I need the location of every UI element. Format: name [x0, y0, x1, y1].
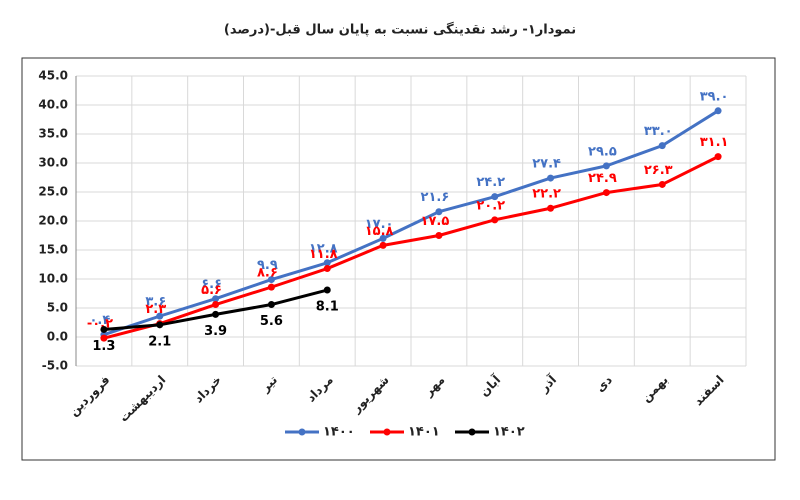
- point: [267, 283, 275, 291]
- data-label: ۳.۶: [145, 295, 166, 310]
- point: [658, 180, 666, 188]
- point: [212, 295, 220, 303]
- data-label: ۱۲.۸: [309, 241, 338, 256]
- legend-marker: [383, 428, 391, 436]
- y-tick-label: 15.0: [38, 243, 68, 257]
- data-label: ۱۱.۸: [309, 247, 338, 262]
- x-tick-label: دی: [593, 373, 615, 395]
- x-tick-label: مرداد: [304, 373, 336, 405]
- data-label: ۲۴.۹: [588, 171, 617, 186]
- point: [323, 286, 331, 294]
- y-tick-label: 10.0: [38, 272, 68, 286]
- point: [491, 193, 499, 201]
- point: [602, 189, 610, 197]
- legend-label: ۱۴۰۰: [323, 425, 355, 440]
- data-label: ۸.۶: [257, 266, 278, 281]
- data-label: ۳۳.۰: [644, 124, 673, 139]
- x-tick-label: بهمن: [639, 373, 671, 405]
- x-tick-label: مهر: [421, 373, 448, 400]
- data-label: ۹.۹: [257, 258, 278, 273]
- y-tick-label: -5.0: [42, 359, 68, 373]
- data-label: ۰.۴: [90, 313, 111, 328]
- y-tick-label: 0.0: [47, 330, 68, 344]
- data-label: ۱۷.۰: [365, 217, 394, 232]
- point: [491, 216, 499, 224]
- point: [267, 301, 275, 309]
- data-label: ۲.۳: [145, 302, 166, 317]
- point: [602, 162, 610, 170]
- y-tick-label: 35.0: [38, 127, 68, 141]
- x-tick-label: اردیبهشت: [116, 373, 168, 425]
- chart-title: نمودار۱- رشد نقدینگی نسبت به پایان سال ق…: [224, 22, 576, 38]
- legend-label: ۱۴۰۱: [408, 425, 440, 440]
- data-label: 2.1: [148, 334, 171, 349]
- point: [547, 174, 555, 182]
- x-tick-label: آذر: [536, 371, 560, 395]
- data-label: 5.6: [260, 314, 283, 329]
- data-label: 3.9: [204, 324, 227, 339]
- point: [323, 259, 331, 267]
- point: [100, 334, 108, 342]
- point: [100, 325, 108, 333]
- x-tick-label: خرداد: [191, 373, 224, 406]
- y-tick-label: 40.0: [38, 98, 68, 112]
- point: [547, 204, 555, 212]
- point: [156, 321, 164, 329]
- legend-label: ۱۴۰۲: [493, 425, 525, 440]
- point: [379, 234, 387, 242]
- data-label: ۲۱.۶: [421, 190, 450, 205]
- data-label: ۵.۶: [201, 283, 222, 298]
- point: [714, 107, 722, 115]
- point: [658, 142, 666, 150]
- point: [156, 312, 164, 320]
- data-label: ۲۶.۳: [644, 163, 673, 178]
- x-tick-label: آبان: [476, 371, 504, 399]
- chart-frame: [21, 57, 776, 461]
- data-label: ۲۹.۵: [588, 144, 617, 159]
- data-label: 1.3: [92, 339, 115, 354]
- point: [379, 241, 387, 249]
- point: [212, 310, 220, 318]
- y-tick-label: 20.0: [38, 214, 68, 228]
- data-label: ۱۵.۸: [365, 224, 394, 239]
- data-label: ۲۴.۲: [476, 175, 505, 190]
- data-label: 8.1: [316, 300, 339, 315]
- series-line: [103, 109, 719, 337]
- point: [435, 208, 443, 216]
- data-label: ۶.۶: [201, 277, 222, 292]
- series-line: [103, 155, 719, 340]
- x-tick-label: شهریور: [348, 373, 392, 417]
- y-tick-label: 5.0: [47, 301, 68, 315]
- y-tick-label: 25.0: [38, 185, 68, 199]
- legend-marker: [298, 428, 306, 436]
- data-label: ۳۱.۱: [700, 135, 729, 150]
- data-label: ۱۷.۵: [421, 214, 450, 229]
- data-label: ۲۷.۴: [532, 157, 561, 172]
- y-tick-label: 30.0: [38, 156, 68, 170]
- point: [323, 265, 331, 273]
- y-tick-label: 45.0: [38, 69, 68, 83]
- x-tick-label: اسفند: [691, 373, 727, 409]
- data-label: ۳۹.۰: [700, 89, 729, 104]
- point: [435, 232, 443, 239]
- point: [267, 276, 275, 284]
- x-tick-label: تیر: [257, 373, 280, 396]
- point: [212, 301, 220, 309]
- data-label: ۲۰.۲: [476, 198, 505, 213]
- legend-marker: [468, 428, 476, 436]
- x-tick-label: فروردین: [66, 373, 113, 420]
- point: [714, 153, 722, 161]
- data-label: ۲۲.۲: [532, 187, 561, 202]
